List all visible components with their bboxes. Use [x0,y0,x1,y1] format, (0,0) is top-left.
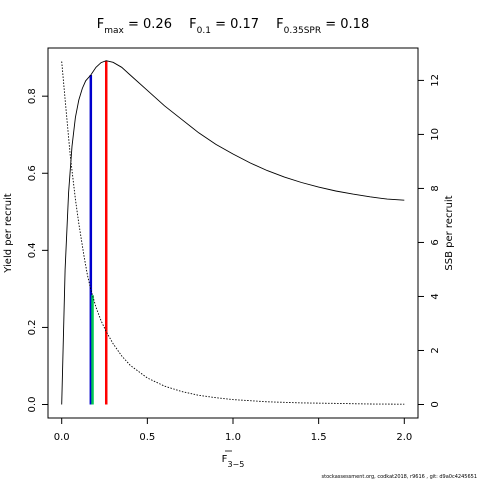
x-tick-label: 2.0 [396,432,412,443]
y-right-tick-label: 12 [430,74,441,87]
x-tick-label: 1.0 [225,432,241,443]
y-left-tick-label: 0.0 [27,397,38,413]
y-right-tick-label: 6 [430,239,441,245]
x-tick-label: 0.0 [54,432,70,443]
x-axis: 0.0 0.5 1.0 1.5 2.0 [54,418,412,443]
title-value: = 0.17 [211,17,259,32]
series-group [61,60,405,405]
y-axis-right-label: SSB per recruit [444,195,455,270]
title-symbol: F [97,17,104,32]
y-right-tick-label: 8 [430,185,441,191]
title-subscript: 0.35SPR [284,26,321,36]
y-axis-left-label: Yield per recruit [3,193,14,274]
y-left-tick-label: 0.8 [27,88,38,104]
y-right-tick-label: 2 [430,347,441,353]
title-symbol: F [172,17,197,32]
title-value: = 0.18 [321,17,369,32]
title-subscript: 0.1 [197,26,211,36]
x-axis-label: F3−5 [222,450,245,469]
x-tick-label: 1.5 [311,432,327,443]
title-text: Fmax = 0.26 F0.1 = 0.17 F0.35SPR = 0.18 [97,17,369,36]
footer-text: stockassessment.org, codkat2018, r9616 ,… [322,474,477,480]
y-right-tick-label: 10 [430,128,441,141]
x-axis-label-subscript: 3−5 [227,460,244,469]
y-axis-right: 0 2 4 6 8 10 12 [418,74,441,408]
y-right-tick-label: 0 [430,401,441,407]
x-tick-label: 0.5 [139,432,155,443]
y-right-tick-label: 4 [430,293,441,299]
series-ssb-per-recruit [61,61,405,405]
x-axis-label-text: F3−5 [222,454,245,469]
title-symbol: F [259,17,284,32]
title-subscript: max [104,26,124,36]
chart-title: Fmax = 0.26 F0.1 = 0.17 F0.35SPR = 0.18 [97,17,369,36]
x-axis-label-symbol: F [222,454,228,465]
y-axis-left: 0.0 0.2 0.4 0.6 0.8 [27,88,48,412]
title-value: = 0.26 [124,17,172,32]
series-yield-per-recruit [61,60,405,405]
plot-frame [47,47,419,419]
y-left-tick-label: 0.4 [27,242,38,258]
reference-lines [89,60,108,405]
y-left-tick-label: 0.6 [27,165,38,181]
y-left-tick-label: 0.2 [27,319,38,335]
